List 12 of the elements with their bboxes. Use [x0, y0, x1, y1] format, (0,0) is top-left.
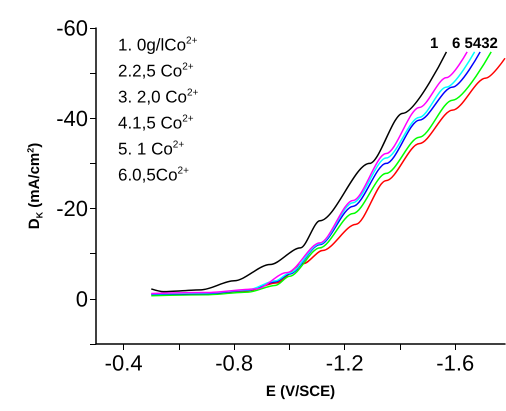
- y-tick-label: -60: [56, 16, 88, 40]
- y-tick-label: -20: [56, 196, 88, 222]
- x-tick-label: -0.4: [104, 350, 143, 376]
- x-axis-title: E (V/SCE): [266, 383, 336, 400]
- x-tick-label: -1.6: [436, 350, 474, 376]
- y-tick-label: -40: [56, 106, 88, 131]
- annotation: 6 5432: [452, 35, 498, 52]
- annotation: 1: [430, 35, 438, 52]
- x-tick-label: -0.8: [215, 350, 254, 376]
- x-tick-label: -1.2: [326, 350, 364, 376]
- y-axis-title: DK (mA/cm2): [26, 142, 44, 230]
- y-tick-label: 0: [76, 286, 88, 312]
